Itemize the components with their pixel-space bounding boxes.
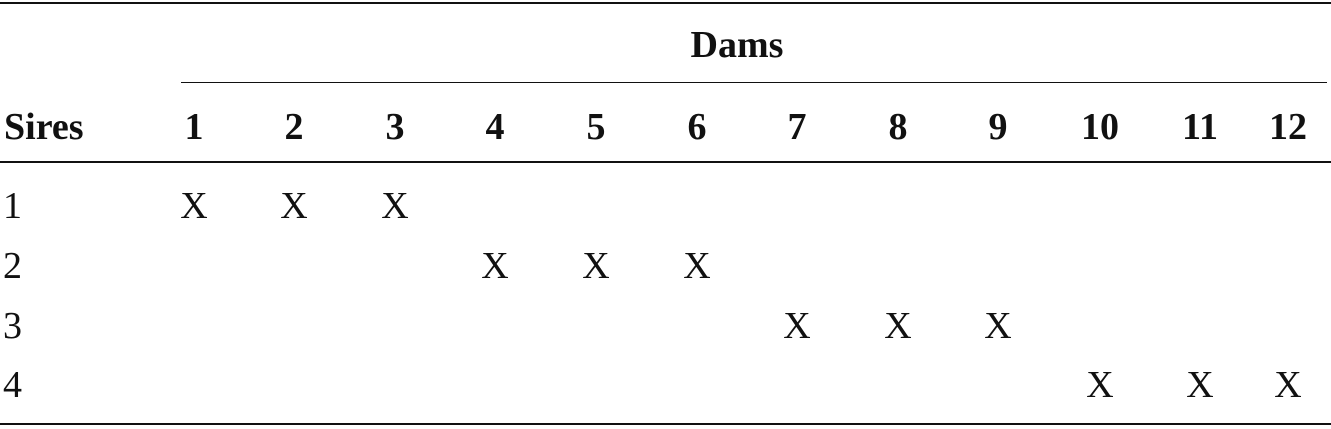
column-header-6: 6 bbox=[687, 106, 707, 148]
column-header-8: 8 bbox=[888, 106, 908, 148]
column-header-1: 1 bbox=[184, 106, 204, 148]
column-header-10: 10 bbox=[1081, 106, 1119, 148]
dams-header: Dams bbox=[690, 24, 784, 66]
table-cell: X bbox=[884, 305, 912, 347]
table-top-rule bbox=[0, 2, 1331, 4]
column-header-12: 12 bbox=[1269, 106, 1307, 148]
table-cell: X bbox=[180, 185, 208, 227]
sires-header: Sires bbox=[4, 106, 84, 148]
table-cell: X bbox=[1274, 364, 1302, 406]
table-cell: X bbox=[280, 185, 308, 227]
column-header-4: 4 bbox=[485, 106, 505, 148]
table-cell: X bbox=[1186, 364, 1214, 406]
row-label-3: 3 bbox=[3, 305, 22, 347]
column-header-7: 7 bbox=[787, 106, 807, 148]
column-header-3: 3 bbox=[385, 106, 405, 148]
table-cell: X bbox=[481, 245, 509, 287]
column-header-9: 9 bbox=[988, 106, 1008, 148]
table-cell: X bbox=[381, 185, 409, 227]
table-cell: X bbox=[582, 245, 610, 287]
row-label-1: 1 bbox=[3, 185, 22, 227]
table-cell: X bbox=[1086, 364, 1114, 406]
row-label-2: 2 bbox=[3, 245, 22, 287]
column-header-5: 5 bbox=[586, 106, 606, 148]
dams-header-rule bbox=[181, 82, 1327, 83]
table-bottom-rule bbox=[0, 423, 1331, 425]
header-bottom-rule bbox=[0, 161, 1331, 163]
table-cell: X bbox=[783, 305, 811, 347]
row-label-4: 4 bbox=[3, 364, 22, 406]
table-cell: X bbox=[683, 245, 711, 287]
table-cell: X bbox=[984, 305, 1012, 347]
column-header-11: 11 bbox=[1182, 106, 1218, 148]
column-header-2: 2 bbox=[284, 106, 304, 148]
